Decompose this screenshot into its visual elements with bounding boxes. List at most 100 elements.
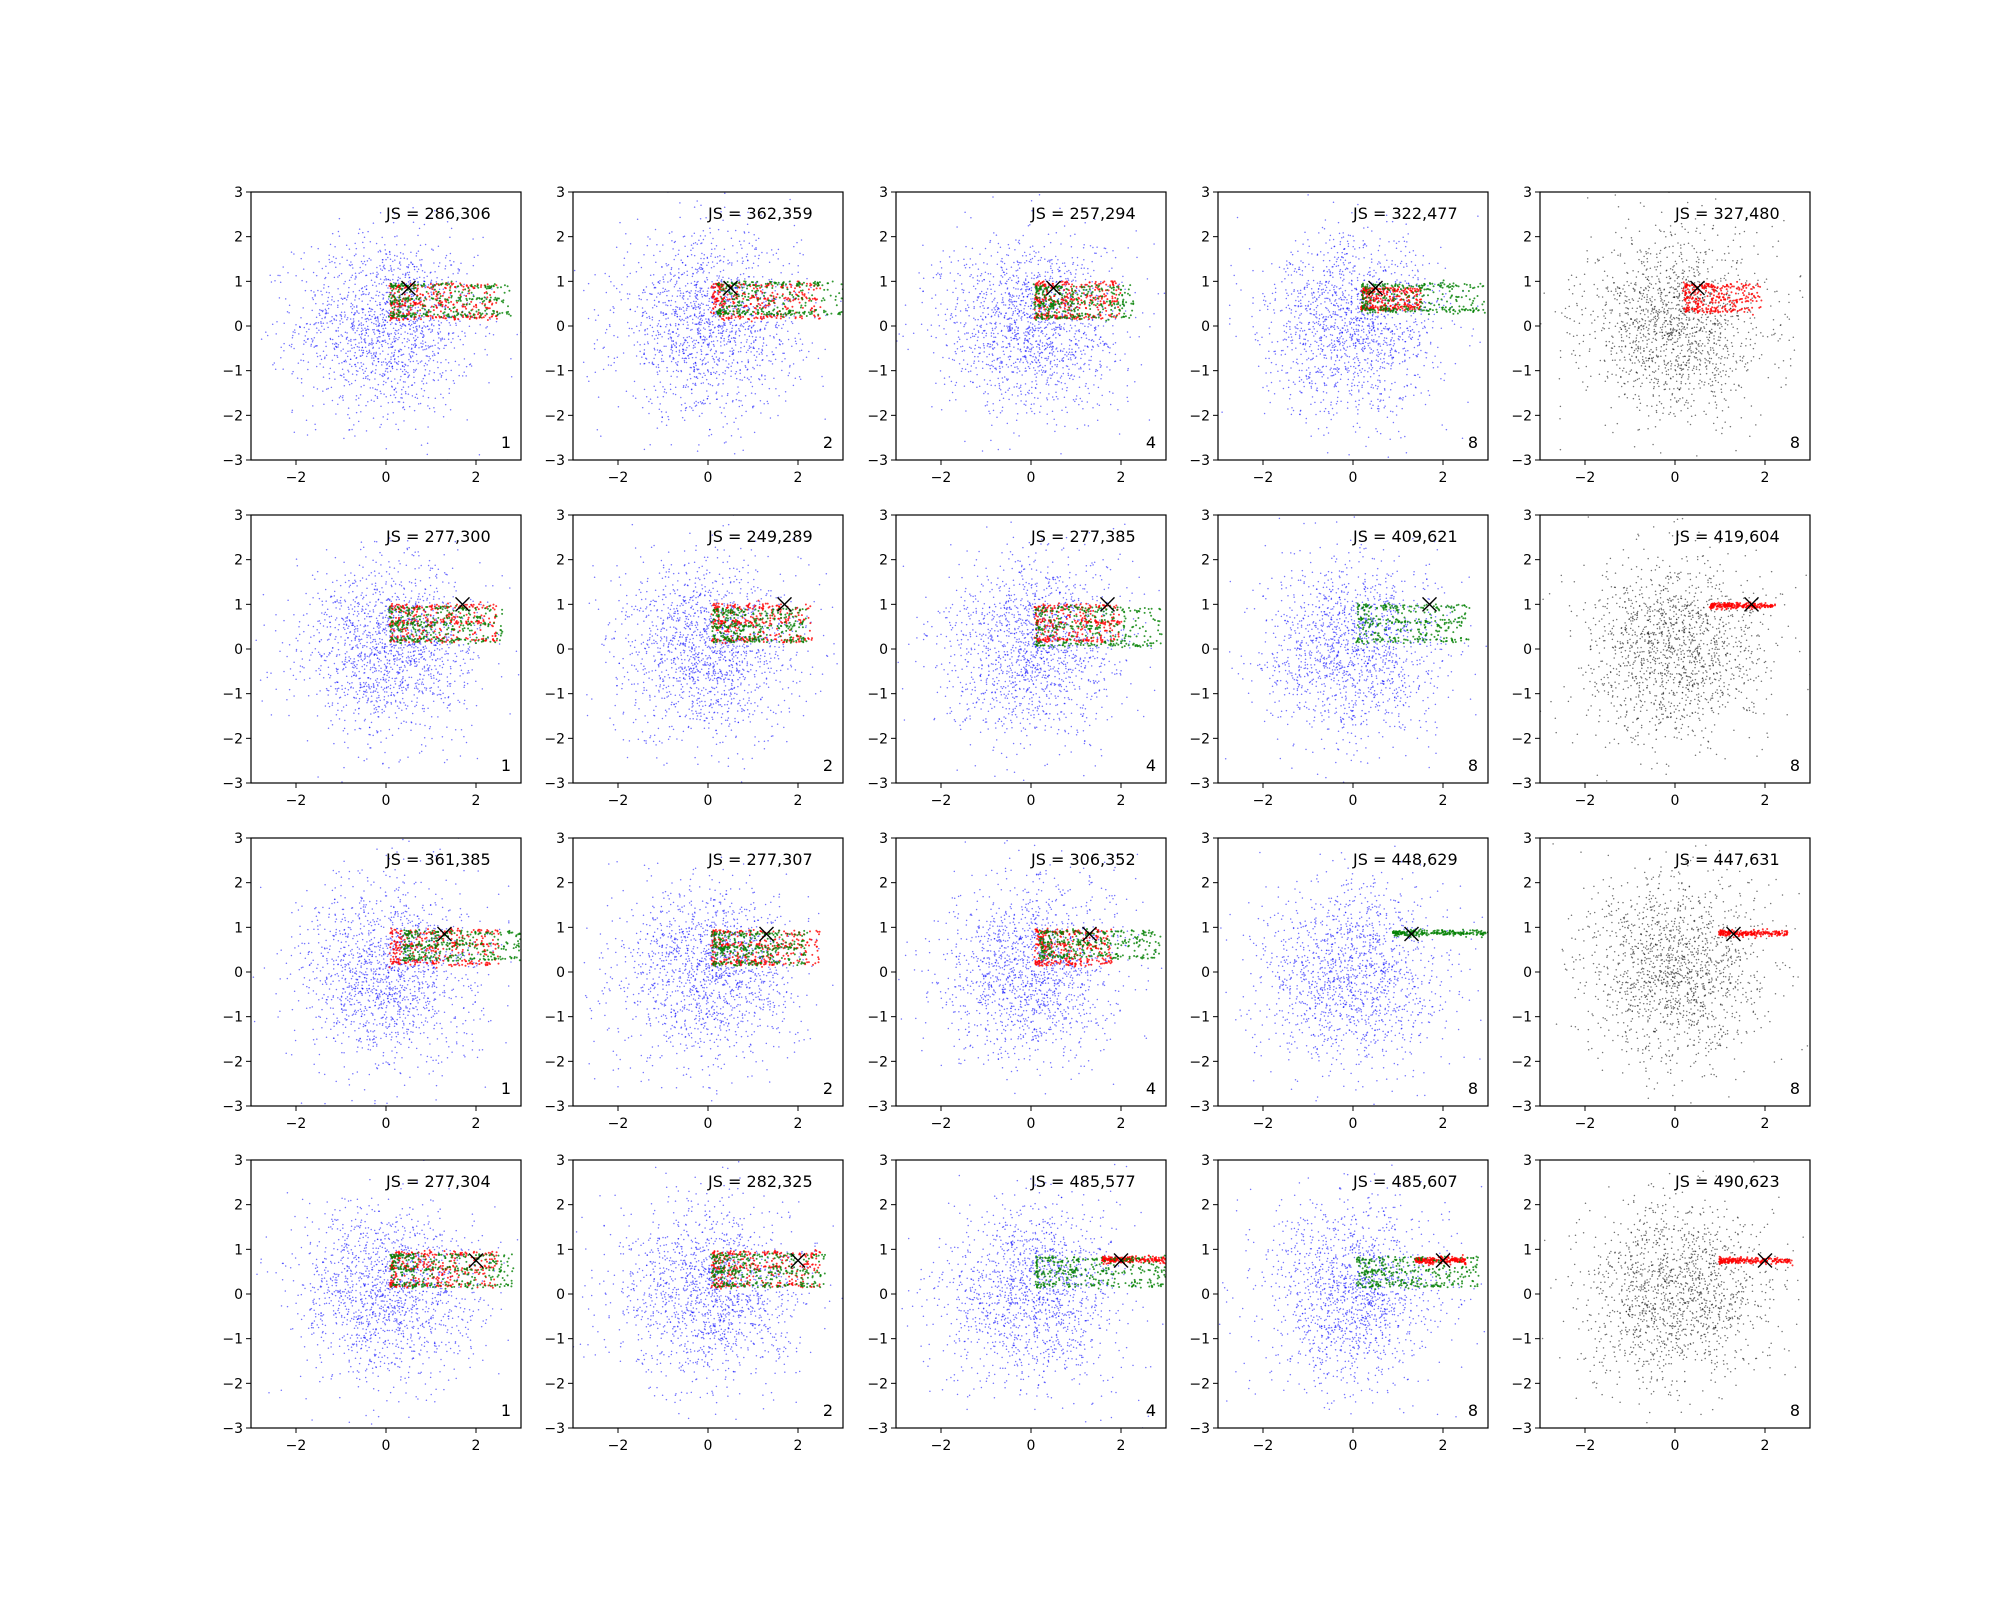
base-point <box>325 354 328 356</box>
base-point <box>649 238 651 240</box>
base-point <box>1020 390 1022 393</box>
base-point <box>384 249 387 251</box>
base-point <box>783 352 785 355</box>
base-point <box>682 385 685 387</box>
base-point <box>421 380 423 382</box>
base-point <box>752 346 755 348</box>
green-point <box>423 283 425 286</box>
base-point <box>684 264 687 266</box>
base-point <box>710 433 713 436</box>
base-point <box>987 272 990 275</box>
green-point <box>438 297 441 300</box>
red-point <box>760 284 763 287</box>
base-point <box>982 296 984 299</box>
base-point <box>411 343 413 346</box>
green-point <box>417 298 420 301</box>
base-point <box>657 323 660 325</box>
base-point <box>685 349 687 351</box>
base-point <box>704 402 706 405</box>
base-point <box>653 385 655 387</box>
base-point <box>367 311 370 313</box>
base-point <box>669 356 671 358</box>
base-point <box>397 328 400 331</box>
green-point <box>823 299 826 302</box>
base-point <box>1054 430 1056 433</box>
base-point <box>752 366 754 369</box>
base-point <box>687 324 689 326</box>
base-point <box>305 419 308 422</box>
base-point <box>700 302 703 305</box>
base-point <box>689 377 692 380</box>
base-point <box>1088 338 1090 341</box>
base-point <box>777 414 779 417</box>
base-point <box>775 326 777 328</box>
base-point <box>392 412 395 414</box>
base-point <box>424 284 427 287</box>
base-point <box>674 386 677 389</box>
red-point <box>414 303 417 306</box>
green-point <box>483 304 486 307</box>
base-point <box>1081 353 1083 355</box>
base-point <box>444 344 446 347</box>
base-point <box>1149 325 1151 328</box>
base-point <box>416 330 418 332</box>
red-point <box>393 308 396 311</box>
base-point <box>1021 374 1023 376</box>
base-point <box>376 336 378 339</box>
base-point <box>381 293 384 296</box>
base-point <box>787 338 790 341</box>
base-point <box>327 272 330 274</box>
base-point <box>715 244 718 247</box>
green-point <box>402 297 405 300</box>
base-point <box>788 262 791 265</box>
base-point <box>594 319 597 321</box>
base-point <box>375 368 377 371</box>
base-point <box>948 256 951 258</box>
base-point <box>410 262 412 264</box>
base-point <box>667 332 670 335</box>
base-point <box>1044 319 1047 322</box>
base-point <box>340 318 343 320</box>
base-point <box>638 298 641 300</box>
red-point <box>454 285 457 288</box>
base-point <box>362 324 365 326</box>
base-point <box>337 276 339 278</box>
red-point <box>809 282 812 285</box>
base-point <box>427 284 430 286</box>
green-point <box>739 304 742 307</box>
base-point <box>295 323 297 326</box>
base-point <box>462 343 464 346</box>
base-point <box>709 306 711 309</box>
green-point <box>401 287 403 290</box>
green-point <box>388 295 391 298</box>
green-point <box>470 291 473 294</box>
base-point <box>695 286 698 289</box>
red-point <box>771 291 774 294</box>
base-point <box>445 378 448 381</box>
base-point <box>678 349 681 351</box>
base-point <box>318 329 320 332</box>
base-point <box>716 340 719 342</box>
green-point <box>398 294 401 297</box>
green-point <box>393 306 396 309</box>
base-point <box>662 287 664 289</box>
base-point <box>743 345 746 348</box>
base-point <box>674 283 677 286</box>
base-point <box>370 308 373 310</box>
base-point <box>361 300 363 302</box>
red-point <box>764 297 767 300</box>
base-point <box>754 330 756 333</box>
red-point <box>406 312 408 315</box>
base-point <box>698 239 700 242</box>
red-point <box>793 290 796 293</box>
base-point <box>844 309 846 311</box>
base-point <box>441 337 444 339</box>
base-point <box>670 360 673 363</box>
base-point <box>1013 305 1016 307</box>
base-point <box>354 242 356 245</box>
base-point <box>672 370 675 373</box>
base-point <box>596 339 599 341</box>
base-point <box>326 322 328 324</box>
base-point <box>421 330 424 333</box>
